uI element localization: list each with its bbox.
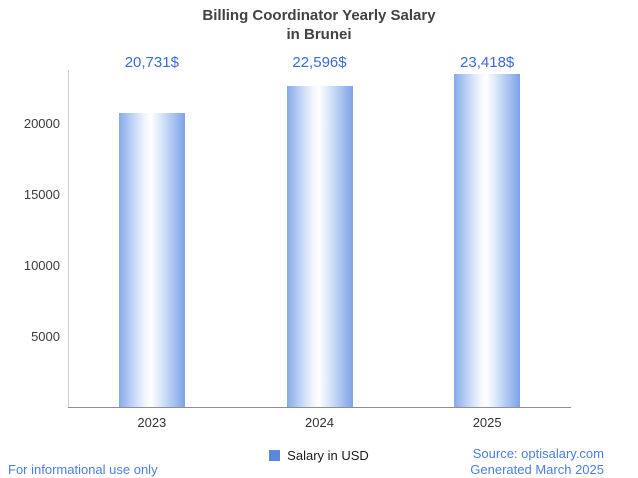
legend-marker-icon	[269, 450, 281, 461]
x-axis-tick-label: 2023	[137, 415, 167, 430]
x-axis-tick-label: 2024	[305, 415, 334, 430]
footer-source-block: Source: optisalary.com Generated March 2…	[470, 446, 604, 478]
bar-value-label: 23,418$	[460, 54, 515, 71]
x-axis-tick-label: 2025	[472, 415, 502, 430]
y-axis-tick-label: 10000	[23, 258, 60, 273]
legend-label: Salary in USD	[287, 448, 369, 463]
source-text: Source: optisalary.com	[472, 446, 604, 461]
bar-2023[interactable]	[118, 112, 185, 407]
x-axis-line	[68, 407, 571, 408]
bar-value-label: 22,596$	[292, 54, 347, 71]
bar-2025[interactable]	[454, 74, 521, 407]
bar-2024[interactable]	[286, 86, 353, 407]
chart-title-line1: Billing Coordinator Yearly Salary	[202, 7, 436, 24]
y-axis-tick-label: 20000	[23, 116, 60, 131]
chart-title-line2: in Brunei	[286, 26, 352, 43]
y-axis-tick-label: 5000	[31, 329, 60, 344]
disclaimer-text: For informational use only	[8, 462, 158, 477]
generated-text: Generated March 2025	[470, 462, 604, 477]
y-axis-tick-label: 15000	[23, 187, 60, 202]
y-axis-line	[68, 70, 69, 407]
chart-title: Billing Coordinator Yearly Salary in Bru…	[0, 6, 638, 44]
bar-value-label: 20,731$	[124, 54, 179, 71]
legend: Salary in USD	[0, 448, 638, 463]
